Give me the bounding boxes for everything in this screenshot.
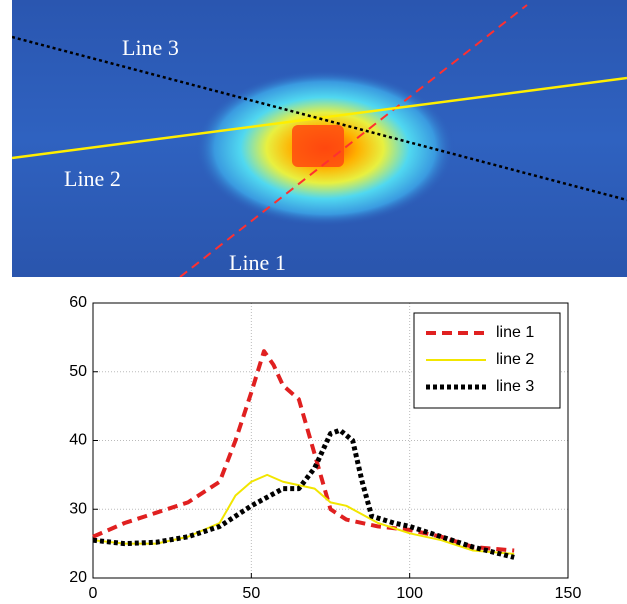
series-line [92, 427, 515, 560]
x-tick-label: 100 [396, 585, 423, 602]
x-tick-label: 50 [242, 585, 260, 602]
series-line [92, 349, 515, 553]
y-tick-label: 40 [69, 432, 87, 449]
heatmap-image: Line 3 Line 2 Line 1 [12, 0, 627, 277]
y-tick-label: 60 [69, 294, 87, 311]
y-tick-label: 30 [69, 500, 87, 517]
image-label: Line 1 [229, 250, 286, 275]
y-tick-label: 50 [69, 363, 87, 380]
legend-label: line 3 [496, 378, 534, 395]
image-label: Line 2 [64, 166, 121, 191]
image-label: Line 3 [122, 35, 179, 60]
x-tick-label: 150 [555, 585, 582, 602]
y-tick-label: 20 [69, 569, 87, 586]
legend-label: line 2 [496, 351, 534, 368]
legend-label: line 1 [496, 324, 534, 341]
plot-frame [92, 302, 569, 579]
x-tick-label: 0 [89, 585, 98, 602]
chart: 20 30 40 50 60 0 50 100 150 line 1 line 2 line 3 [69, 294, 581, 602]
